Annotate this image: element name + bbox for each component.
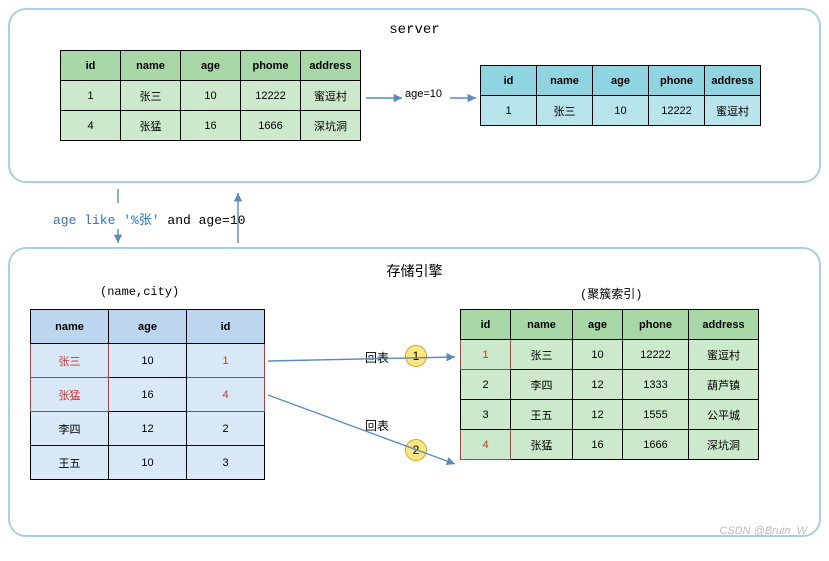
server-right-table: id name age phone address 1 张三 10 12222 … — [480, 65, 761, 126]
col-header: id — [187, 310, 265, 344]
engine-title: 存储引擎 — [30, 261, 799, 281]
server-panel: server id name age phome address 1 张三 10… — [8, 8, 821, 183]
col-header: phone — [623, 310, 689, 340]
table-row: 李四 12 2 — [31, 412, 265, 446]
col-header: id — [461, 310, 511, 340]
col-header: id — [61, 51, 121, 81]
filter-label: age=10 — [405, 88, 442, 100]
col-header: name — [511, 310, 573, 340]
table-row: 1 张三 10 12222 蜜逗村 — [61, 81, 361, 111]
sql-black: and age=10 — [160, 213, 246, 228]
index-caption: (name,city) — [100, 285, 179, 299]
col-header: age — [109, 310, 187, 344]
col-header: phome — [241, 51, 301, 81]
sql-text: age like '%张' and age=10 — [53, 209, 245, 228]
col-header: name — [537, 66, 593, 96]
index-table: name age id 张三 10 1 张猛 16 4 李四 12 2 王五 1… — [30, 309, 265, 480]
table-row: 2 李四 12 1333 葫芦镇 — [461, 370, 759, 400]
table-row: 4 张猛 16 1666 深坑洞 — [61, 111, 361, 141]
col-header: id — [481, 66, 537, 96]
table-row: 张三 10 1 — [31, 344, 265, 378]
col-header: address — [689, 310, 759, 340]
lookup-label-1: 回表 — [365, 349, 389, 366]
table-row: 1 张三 10 12222 蜜逗村 — [461, 340, 759, 370]
sql-blue: age like '%张' — [53, 213, 160, 228]
col-header: age — [573, 310, 623, 340]
watermark: CSDN @Bruin_W — [719, 525, 807, 537]
server-title: server — [30, 22, 799, 38]
cluster-table: id name age phone address 1 张三 10 12222 … — [460, 309, 759, 460]
between-area: age like '%张' and age=10 — [8, 187, 821, 247]
engine-panel: 存储引擎 (name,city) (聚簇索引) name age id 张三 1… — [8, 247, 821, 537]
col-header: name — [121, 51, 181, 81]
lookup-label-2: 回表 — [365, 417, 389, 434]
table-row: 4 张猛 16 1666 深坑洞 — [461, 430, 759, 460]
server-left-table: id name age phome address 1 张三 10 12222 … — [60, 50, 361, 141]
table-row: 1 张三 10 12222 蜜逗村 — [481, 96, 761, 126]
col-header: phone — [649, 66, 705, 96]
table-row: 张猛 16 4 — [31, 378, 265, 412]
col-header: age — [181, 51, 241, 81]
table-row: 3 王五 12 1555 公平城 — [461, 400, 759, 430]
col-header: age — [593, 66, 649, 96]
col-header: address — [301, 51, 361, 81]
col-header: name — [31, 310, 109, 344]
table-row: 王五 10 3 — [31, 446, 265, 480]
badge-1: 1 — [405, 345, 427, 367]
col-header: address — [705, 66, 761, 96]
cluster-caption: (聚簇索引) — [580, 285, 642, 302]
badge-2: 2 — [405, 439, 427, 461]
